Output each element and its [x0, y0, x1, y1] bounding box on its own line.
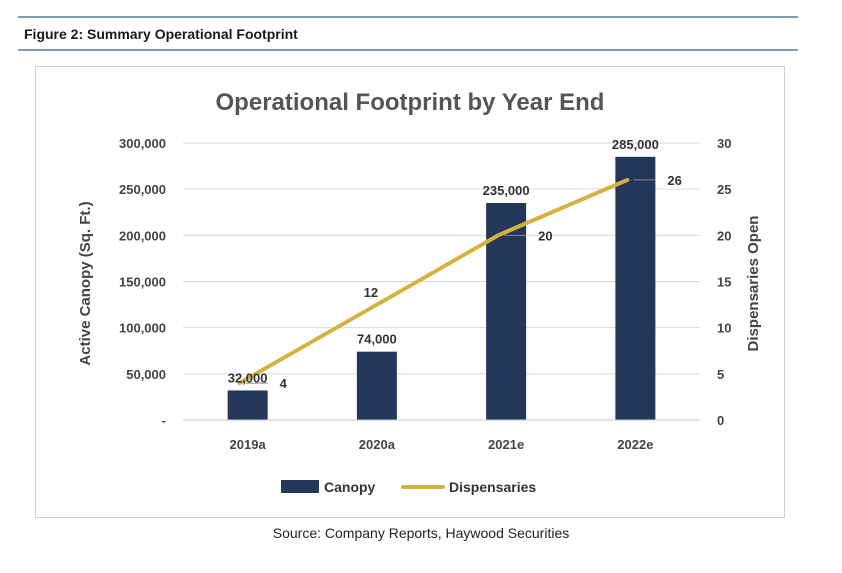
canopy-bar — [615, 156, 656, 420]
y-right-tick-label: 20 — [717, 228, 731, 243]
top-rule — [18, 16, 798, 18]
y-right-tick-label: 25 — [717, 182, 731, 197]
canopy-bar — [227, 390, 268, 420]
x-tick-label: 2021e — [488, 437, 524, 452]
dispensaries-data-label: 4 — [280, 376, 288, 391]
y-left-tick-label: 100,000 — [119, 321, 166, 336]
dispensaries-data-label: 12 — [364, 285, 378, 300]
y-left-tick-label: 200,000 — [119, 228, 166, 243]
y-right-tick-label: 15 — [717, 275, 731, 290]
chart-title: Operational Footprint by Year End — [216, 89, 605, 116]
canopy-data-label: 285,000 — [612, 137, 659, 152]
y-right-tick-label: 30 — [717, 136, 731, 151]
axes: - 0 50,000 5 100,000 10 150,000 15 200,000 20 250,… — [77, 136, 762, 452]
y-left-tick-label: 250,000 — [119, 182, 166, 197]
dispensaries-line-group — [237, 177, 630, 386]
caption-rule — [18, 49, 798, 51]
x-tick-label: 2022e — [617, 437, 653, 452]
y-left-tick-label: 300,000 — [119, 136, 166, 151]
y-right-tick-label: 5 — [717, 367, 724, 382]
legend-canopy-swatch — [281, 480, 319, 493]
source-note: Source: Company Reports, Haywood Securit… — [272, 525, 570, 541]
canopy-bar — [356, 351, 397, 420]
y-left-tick-label: 50,000 — [126, 367, 166, 382]
canopy-bars — [227, 156, 656, 420]
legend: Canopy Dispensaries — [281, 479, 536, 495]
data-labels: 32,000 74,000 235,000 285,000 4 12 20 26 — [228, 137, 682, 391]
y-left-tick-label: - — [162, 413, 166, 428]
chart-frame — [35, 66, 785, 518]
figure-caption: Figure 2: Summary Operational Footprint — [24, 26, 298, 42]
canopy-data-label: 32,000 — [228, 370, 268, 385]
gridlines — [183, 142, 700, 375]
x-tick-label: 2020a — [359, 437, 396, 452]
y-right-tick-label: 0 — [717, 413, 724, 428]
canopy-data-label: 74,000 — [357, 332, 397, 347]
legend-dispensaries-label: Dispensaries — [449, 479, 536, 495]
canopy-data-label: 235,000 — [483, 183, 530, 198]
y-right-axis-title: Dispensaries Open — [745, 216, 762, 352]
y-left-axis-title: Active Canopy (Sq. Ft.) — [77, 201, 94, 365]
y-right-tick-label: 10 — [717, 321, 731, 336]
dispensaries-data-label: 26 — [667, 173, 681, 188]
dispensaries-data-label: 20 — [538, 228, 552, 243]
x-tick-label: 2019a — [230, 437, 267, 452]
dispensaries-line — [237, 177, 630, 386]
legend-canopy-label: Canopy — [324, 479, 376, 495]
y-left-tick-label: 150,000 — [119, 275, 166, 290]
